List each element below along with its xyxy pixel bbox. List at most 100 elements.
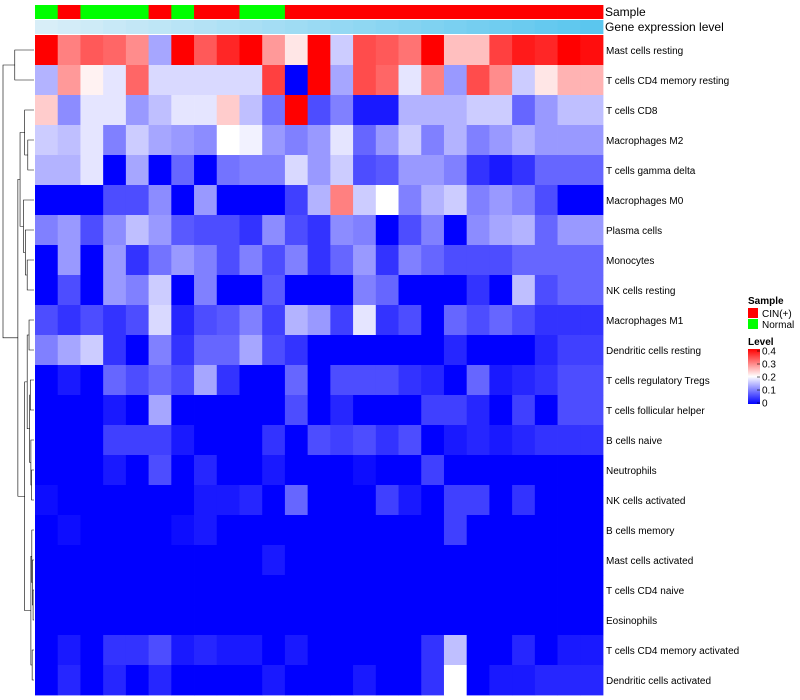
expression-track-cell: [534, 20, 558, 34]
heatmap-cell: [216, 425, 240, 456]
heatmap-cell: [375, 485, 399, 516]
heatmap-cell: [330, 485, 354, 516]
heatmap-cell: [580, 635, 604, 666]
heatmap-cell: [284, 515, 309, 546]
heatmap-cell: [307, 485, 331, 516]
heatmap-cell: [216, 395, 240, 426]
sample-track-cell: [466, 5, 490, 19]
heatmap-cell: [262, 185, 286, 216]
dendrogram-branch: [29, 379, 34, 411]
heatmap-cell: [512, 485, 536, 516]
heatmap-cell: [534, 245, 558, 276]
heatmap-cell: [80, 635, 104, 666]
heatmap-cell: [466, 575, 490, 606]
heatmap-cell: [330, 515, 354, 546]
heatmap-cell: [239, 185, 263, 216]
heatmap-cell: [421, 35, 445, 66]
heatmap-cell: [103, 545, 127, 576]
expression-track-cell: [216, 20, 240, 34]
expression-track-cell: [375, 20, 399, 34]
heatmap-cell: [398, 335, 422, 366]
heatmap-cell: [398, 455, 422, 486]
heatmap-cell: [57, 455, 81, 486]
heatmap-cell: [580, 365, 604, 396]
heatmap-cell: [35, 455, 59, 486]
heatmap-cell: [512, 665, 536, 696]
heatmap-cell: [35, 245, 59, 276]
heatmap-cell: [534, 185, 558, 216]
heatmap-cell: [103, 425, 127, 456]
heatmap-cell: [148, 215, 172, 246]
expression-track-cell: [398, 20, 422, 34]
heatmap-cell: [375, 305, 399, 336]
heatmap-cell: [284, 425, 309, 456]
heatmap-cell: [489, 485, 513, 516]
heatmap-cell: [353, 125, 377, 156]
heatmap-cell: [443, 635, 468, 666]
row-label: T cells CD4 memory activated: [606, 646, 739, 657]
heatmap-cell: [534, 575, 558, 606]
row-label: Macrophages M1: [606, 316, 684, 327]
heatmap-cell: [194, 275, 218, 306]
row-label: Plasma cells: [606, 226, 662, 237]
expression-track-cell: [443, 20, 468, 34]
heatmap-cell: [239, 515, 263, 546]
legend-swatch-normal: [748, 319, 758, 329]
row-label: Dendritic cells activated: [606, 676, 711, 687]
heatmap-cell: [375, 95, 399, 126]
heatmap-cell: [284, 365, 309, 396]
row-label: NK cells activated: [606, 496, 685, 507]
heatmap-cell: [557, 65, 581, 96]
heatmap-cell: [148, 155, 172, 186]
heatmap-cell: [80, 275, 104, 306]
heatmap-cell: [421, 635, 445, 666]
heatmap-cell: [443, 515, 468, 546]
heatmap-cell: [489, 65, 513, 96]
heatmap-cell: [80, 125, 104, 156]
heatmap-cell: [239, 155, 263, 186]
heatmap-cell: [103, 605, 127, 636]
heatmap-cell: [398, 395, 422, 426]
heatmap-cell: [512, 395, 536, 426]
heatmap-cell: [262, 605, 286, 636]
heatmap-cell: [375, 455, 399, 486]
heatmap-cell: [216, 605, 240, 636]
heatmap-cell: [284, 635, 309, 666]
heatmap-cell: [80, 395, 104, 426]
heatmap-cell: [125, 65, 149, 96]
heatmap-cell: [534, 35, 558, 66]
legend-level-title: Level: [748, 337, 774, 348]
heatmap-cell: [557, 95, 581, 126]
heatmap-cell: [194, 485, 218, 516]
heatmap-cell: [534, 95, 558, 126]
heatmap-cell: [239, 65, 263, 96]
heatmap-cell: [57, 245, 81, 276]
heatmap-cell: [330, 95, 354, 126]
expression-track-cell: [194, 20, 218, 34]
expression-track-cell: [171, 20, 195, 34]
heatmap-cell: [80, 455, 104, 486]
heatmap-cell: [534, 455, 558, 486]
sample-track-cell: [489, 5, 513, 19]
heatmap-cell: [557, 455, 581, 486]
heatmap-cell: [489, 545, 513, 576]
heatmap-cell: [580, 395, 604, 426]
heatmap-cell: [171, 455, 195, 486]
heatmap-cell: [443, 395, 468, 426]
heatmap-cell: [239, 635, 263, 666]
heatmap-cell: [262, 365, 286, 396]
heatmap-cell: [103, 515, 127, 546]
row-label: Macrophages M2: [606, 136, 684, 147]
dendrogram-branch: [31, 649, 34, 681]
heatmap-cell: [466, 485, 490, 516]
heatmap-cell: [534, 335, 558, 366]
heatmap-cell: [262, 275, 286, 306]
heatmap-cell: [103, 635, 127, 666]
heatmap-cell: [466, 665, 490, 696]
heatmap-cell: [330, 605, 354, 636]
expression-track-cell: [148, 20, 172, 34]
heatmap-cell: [534, 665, 558, 696]
level-tick-label: 0.4: [762, 347, 776, 358]
heatmap-cell: [512, 155, 536, 186]
heatmap-cell: [284, 35, 309, 66]
